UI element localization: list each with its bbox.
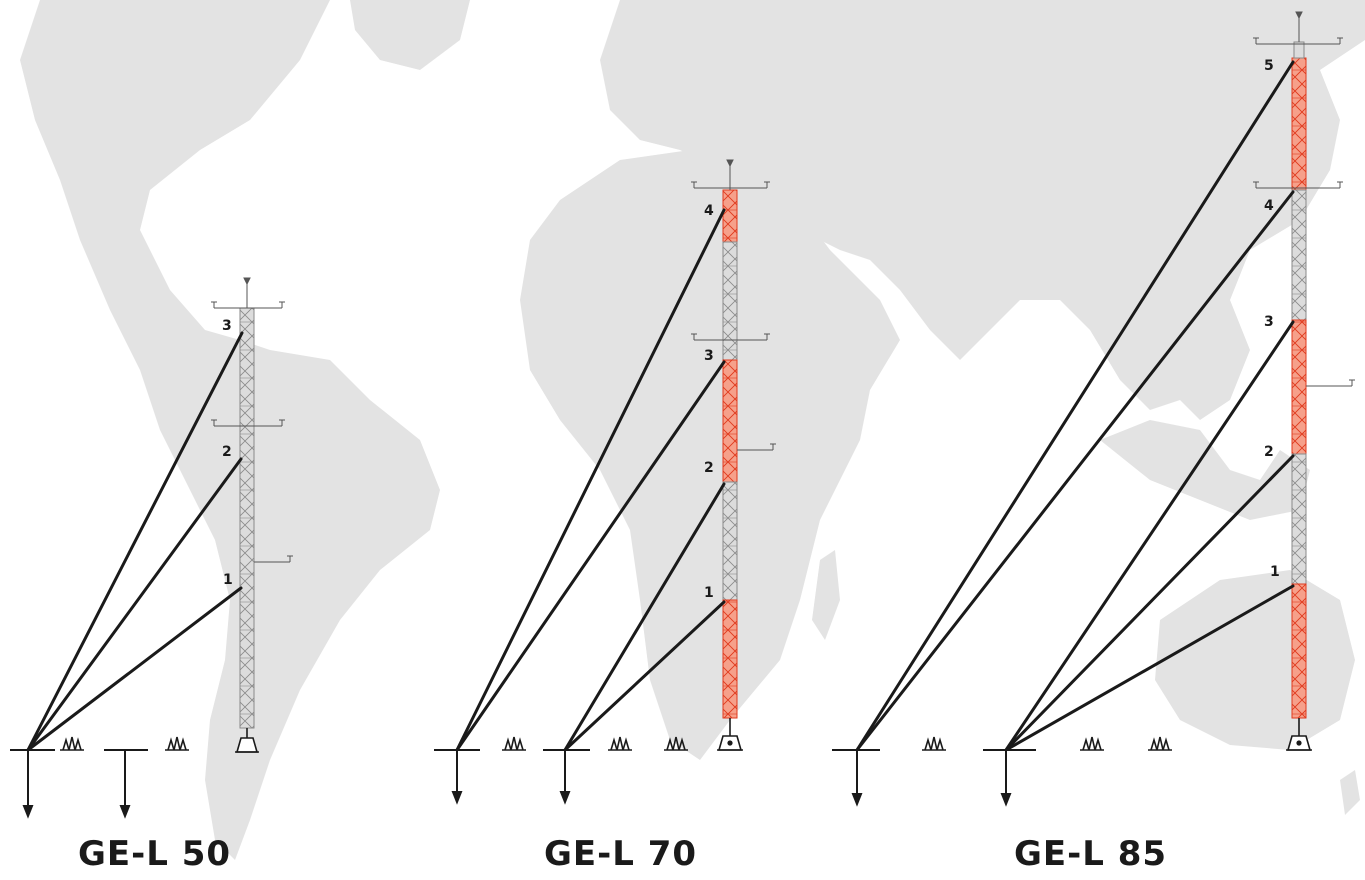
- grass-tuft: [607, 736, 633, 751]
- mast-section-grey: [1291, 453, 1307, 585]
- australia-landmass: [1155, 570, 1355, 750]
- tower-ge-l-70: 1 2 3 4: [434, 159, 776, 805]
- grass-tuft: [501, 736, 527, 751]
- mast-section-red: [722, 189, 738, 243]
- mast-section-red: [722, 359, 738, 483]
- mast-section-grey: [239, 307, 255, 729]
- southeast-asia-landmass: [1100, 420, 1310, 520]
- mast-top: [1253, 11, 1355, 387]
- guy-wires: [455, 208, 726, 752]
- ground-line: [434, 749, 590, 805]
- africa-landmass: [520, 150, 900, 760]
- guy-level-label: 2: [1264, 444, 1274, 460]
- grass-tuft: [164, 736, 190, 751]
- grass-tuft: [59, 736, 85, 751]
- tower-ge-l-50: 1 2 3: [10, 277, 293, 819]
- madagascar-landmass: [812, 550, 840, 640]
- new-zealand-landmass: [1340, 770, 1360, 815]
- guy-level-label: 4: [1264, 198, 1274, 214]
- guy-level-label: 3: [222, 318, 232, 334]
- mast-section-red: [722, 599, 738, 719]
- grass-tuft: [1079, 736, 1105, 751]
- mast-section-grey: [722, 481, 738, 601]
- greenland-landmass: [350, 0, 470, 70]
- guy-level-label: 3: [704, 348, 714, 364]
- americas-landmass: [20, 0, 440, 860]
- mast-section-red: [1291, 583, 1307, 719]
- ground-line: [10, 749, 148, 819]
- guy-wires: [855, 60, 1295, 752]
- europe-asia-landmass: [600, 0, 1365, 420]
- guy-level-label: 1: [704, 585, 714, 601]
- guy-level-label: 1: [1270, 564, 1280, 580]
- mast-base: [235, 728, 259, 753]
- mast-top: [691, 159, 776, 451]
- tower-caption: GE-L 70: [544, 834, 698, 874]
- tower-caption: GE-L 85: [1014, 834, 1168, 874]
- mast-base: [1286, 718, 1312, 751]
- guy-level-label: 3: [1264, 314, 1274, 330]
- guy-level-label: 1: [223, 572, 233, 588]
- grass-tuft: [1147, 736, 1173, 751]
- tower-ge-l-85: 1 2 3 4 5: [832, 11, 1355, 807]
- mast-section-grey: [722, 241, 738, 361]
- guy-level-label: 4: [704, 203, 714, 219]
- mast-section-red: [1291, 57, 1307, 191]
- tower-caption: GE-L 50: [78, 834, 232, 874]
- ground-line: [832, 749, 1036, 807]
- mast-section-grey: [1291, 189, 1307, 321]
- guy-wires: [26, 331, 244, 752]
- mast-section-red: [1291, 319, 1307, 455]
- guy-level-label: 2: [222, 444, 232, 460]
- mast-top: [211, 277, 293, 563]
- guy-level-label: 2: [704, 460, 714, 476]
- world-map-background: [20, 0, 1365, 860]
- grass-tuft: [921, 736, 947, 751]
- guy-level-label: 5: [1264, 58, 1274, 74]
- mast-base: [717, 718, 743, 751]
